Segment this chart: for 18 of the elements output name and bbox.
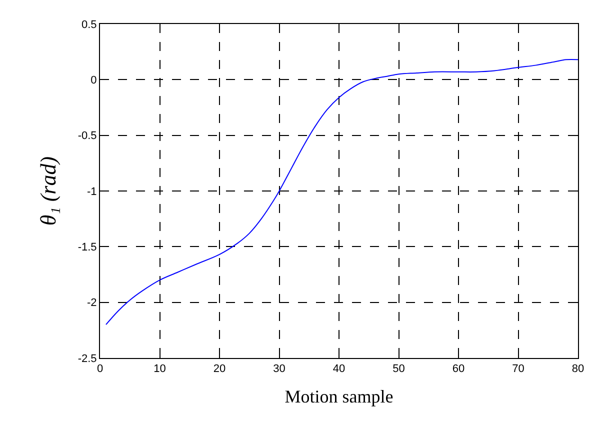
x-tick-label: 10 <box>154 363 166 376</box>
y-tick-label: 0.5 <box>82 18 97 31</box>
x-tick-label: 40 <box>332 363 346 376</box>
x-tick-label: 80 <box>572 363 584 376</box>
y-tick-label: -1.5 <box>78 242 97 254</box>
x-tick-label: 60 <box>452 363 465 376</box>
y-tick-label: -1 <box>87 186 97 198</box>
y-tick-label: 0 <box>90 74 97 87</box>
x-tick-label: 20 <box>213 363 226 376</box>
y-tick-label: -2 <box>87 297 97 310</box>
x-tick-label: 50 <box>392 363 405 376</box>
y-tick-label: -0.5 <box>78 130 97 142</box>
x-tick-label: 30 <box>273 363 286 376</box>
x-tick-label: 70 <box>512 363 524 376</box>
y-axis-title: θ₁ (rad) <box>36 156 61 226</box>
y-tick-label: -2.5 <box>78 352 97 365</box>
x-axis-title: Motion sample <box>284 386 394 406</box>
line-series <box>105 58 578 326</box>
